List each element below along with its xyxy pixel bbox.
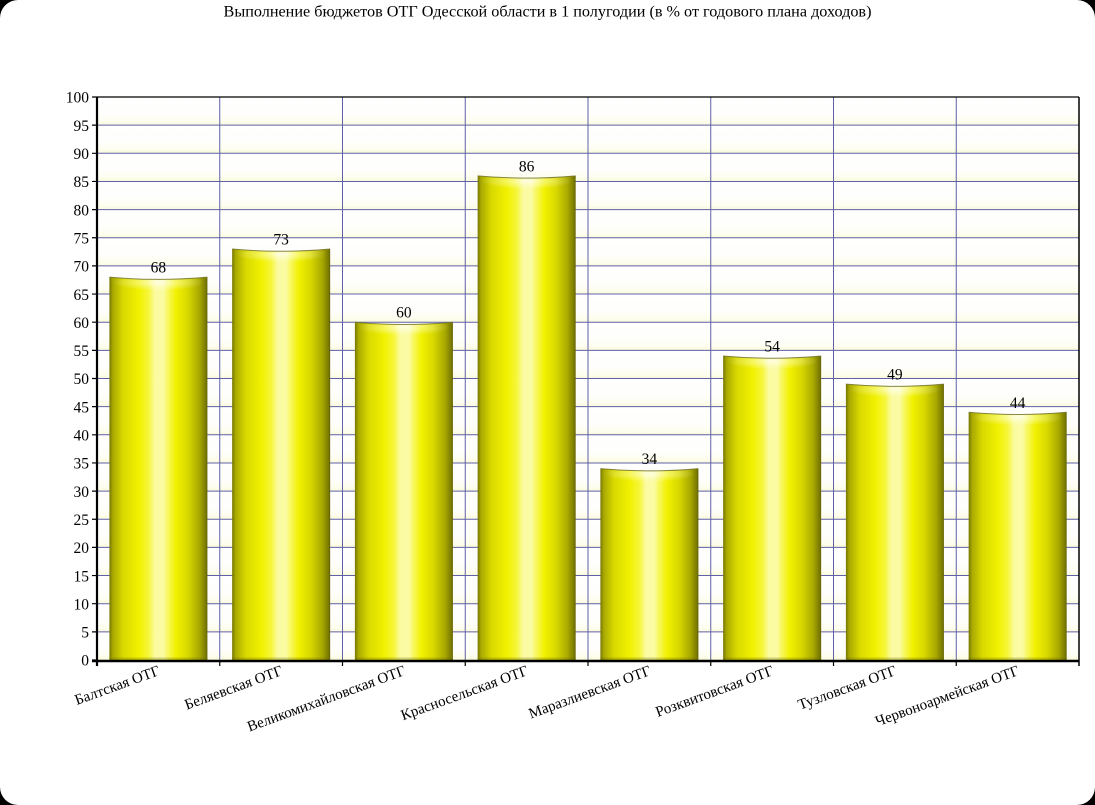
svg-text:75: 75	[74, 230, 90, 247]
svg-text:54: 54	[764, 338, 780, 355]
svg-text:45: 45	[74, 399, 90, 416]
svg-text:50: 50	[74, 371, 90, 388]
svg-text:40: 40	[74, 428, 90, 445]
svg-text:5: 5	[81, 625, 89, 642]
svg-text:25: 25	[74, 512, 90, 529]
svg-text:90: 90	[74, 146, 90, 163]
svg-text:15: 15	[74, 568, 90, 585]
svg-text:Выполнение бюджетов ОТГ Одесск: Выполнение бюджетов ОТГ Одесской области…	[224, 3, 872, 21]
svg-text:70: 70	[74, 259, 90, 276]
svg-text:86: 86	[519, 158, 535, 175]
svg-text:80: 80	[74, 202, 90, 219]
svg-text:100: 100	[66, 90, 90, 107]
svg-text:73: 73	[273, 232, 289, 249]
svg-text:95: 95	[74, 118, 90, 135]
svg-text:65: 65	[74, 287, 90, 304]
svg-text:60: 60	[396, 305, 412, 322]
svg-text:49: 49	[887, 367, 903, 384]
svg-text:44: 44	[1010, 395, 1026, 412]
svg-text:30: 30	[74, 484, 90, 501]
svg-text:10: 10	[74, 596, 90, 613]
svg-text:60: 60	[74, 315, 90, 332]
svg-text:34: 34	[642, 451, 658, 468]
svg-text:0: 0	[81, 653, 89, 670]
svg-text:55: 55	[74, 343, 90, 360]
svg-text:85: 85	[74, 174, 90, 191]
svg-text:35: 35	[74, 456, 90, 473]
svg-text:68: 68	[151, 260, 167, 277]
svg-text:20: 20	[74, 540, 90, 557]
